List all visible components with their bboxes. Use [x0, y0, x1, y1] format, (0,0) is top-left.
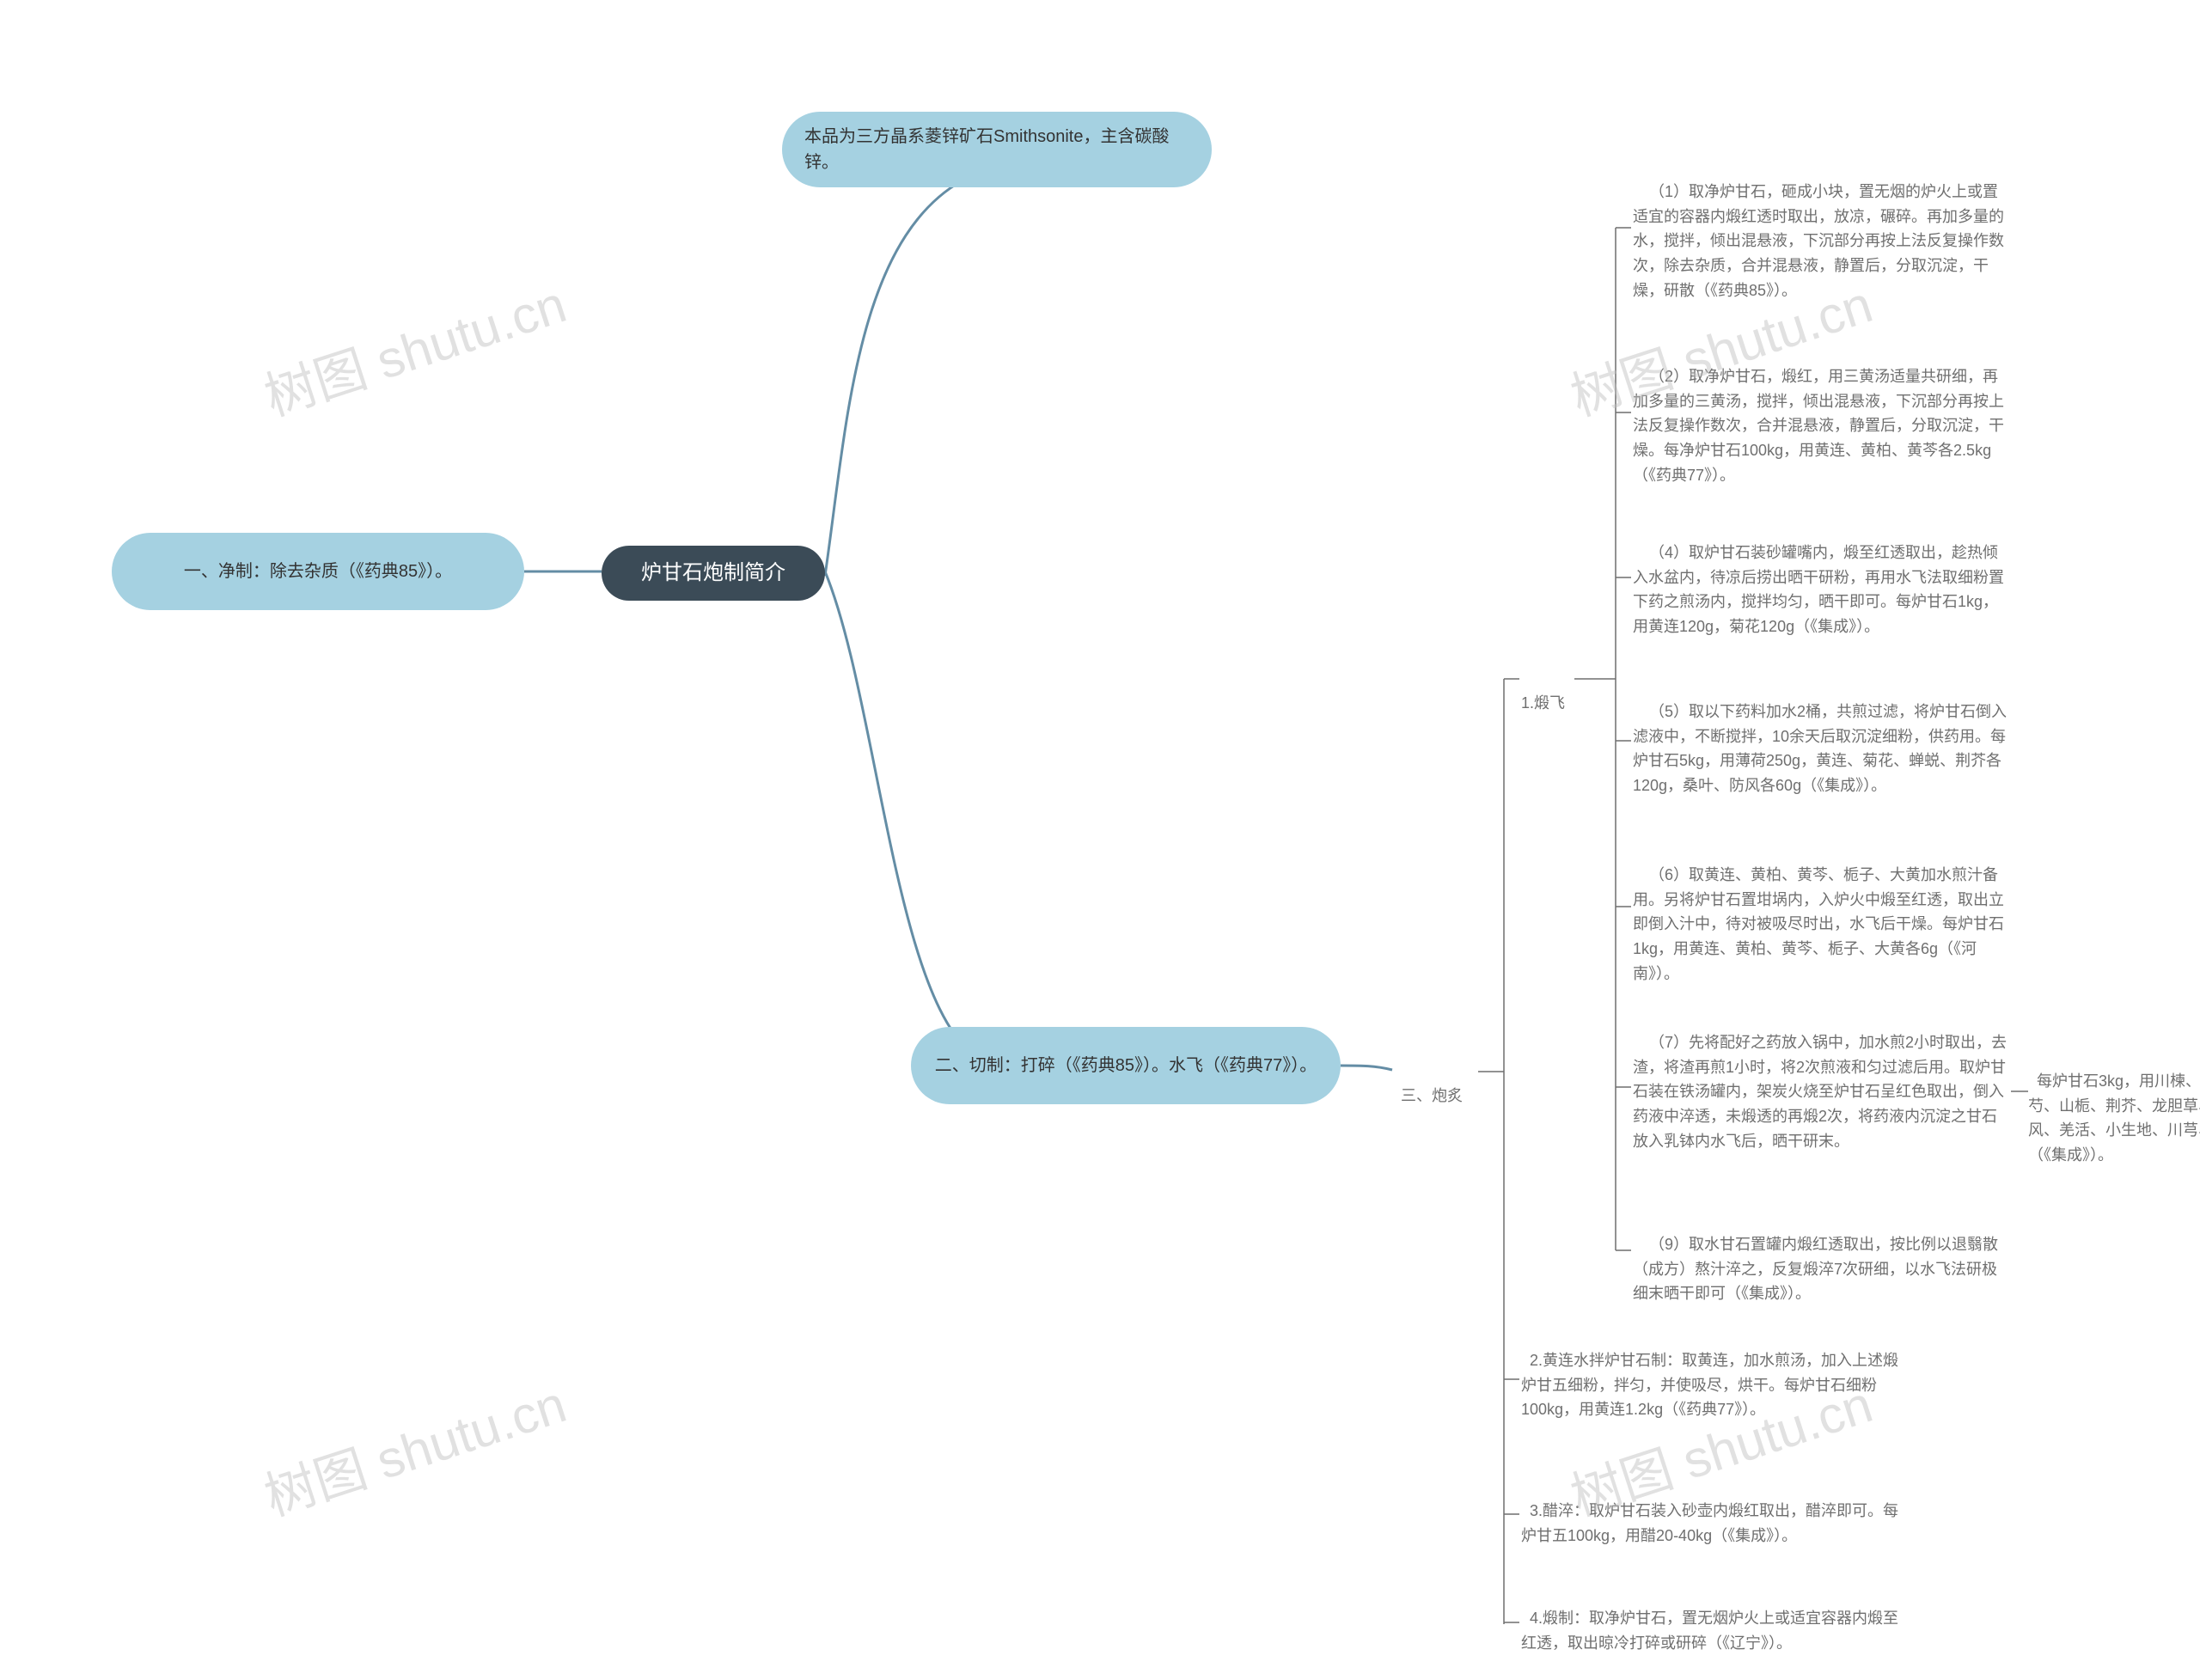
- method-2-text: 2.黄连水拌炉甘石制：取黄连，加水煎汤，加入上述煅炉甘五细粉，拌匀，并使吸尽，烘…: [1521, 1352, 1898, 1419]
- root-label: 炉甘石炮制简介: [641, 558, 785, 589]
- purify-label: 一、净制：除去杂质（《药典85》）。: [184, 559, 452, 584]
- watermark: 树图 shutu.cn: [254, 263, 574, 431]
- duanfei-item-7: （7）先将配好之药放入锅中，加水煎2小时取出，去渣，将渣再煎1小时，将2次煎液和…: [1633, 1005, 2011, 1177]
- intro-node: 本品为三方晶系菱锌矿石Smithsonite，主含碳酸锌。: [782, 112, 1212, 187]
- duanfei-item-1: （1）取净炉甘石，砸成小块，置无烟的炉火上或置适宜的容器内煅红透时取出，放凉，碾…: [1633, 155, 2011, 309]
- process-label: 三、炮炙: [1401, 1087, 1463, 1104]
- duanfei-item-5-text: （5）取以下药料加水2桶，共煎过滤，将炉甘石倒入滤液中，不断搅拌，10余天后取沉…: [1633, 703, 2007, 794]
- purify-node: 一、净制：除去杂质（《药典85》）。: [112, 533, 524, 610]
- method-4: 4.煅制：取净炉甘石，置无烟炉火上或适宜容器内煅至红透，取出晾冷打碎或研碎（《辽…: [1521, 1581, 1899, 1663]
- duanfei-item-2: （2）取净炉甘石，煅红，用三黄汤适量共研细，再加多量的三黄汤，搅拌，倾出混悬液，…: [1633, 339, 2011, 490]
- duanfei-item-5: （5）取以下药料加水2桶，共煎过滤，将炉甘石倒入滤液中，不断搅拌，10余天后取沉…: [1633, 675, 2011, 812]
- cut-node: 二、切制：打碎（《药典85》）。水飞（《药典77》）。: [911, 1027, 1341, 1104]
- duanfei-label: 1.煅飞: [1521, 694, 1565, 712]
- duanfei-item-2-text: （2）取净炉甘石，煅红，用三黄汤适量共研细，再加多量的三黄汤，搅拌，倾出混悬液，…: [1633, 368, 2004, 484]
- duanfei-item-7-text: （7）先将配好之药放入锅中，加水煎2小时取出，去渣，将渣再煎1小时，将2次煎液和…: [1633, 1034, 2007, 1150]
- root-node: 炉甘石炮制简介: [602, 546, 825, 601]
- duanfei-item-4-text: （4）取炉甘石装砂罐嘴内，煅至红透取出，趁热倾入水盆内，待凉后捞出晒干研粉，再用…: [1633, 544, 2004, 635]
- method-4-text: 4.煅制：取净炉甘石，置无烟炉火上或适宜容器内煅至红透，取出晾冷打碎或研碎（《辽…: [1521, 1610, 1898, 1652]
- method-2: 2.黄连水拌炉甘石制：取黄连，加水煎汤，加入上述煅炉甘五细粉，拌匀，并使吸尽，烘…: [1521, 1323, 1899, 1444]
- watermark: 树图 shutu.cn: [254, 1363, 574, 1530]
- process-label-node: 三、炮炙: [1392, 1059, 1495, 1109]
- intro-label: 本品为三方晶系菱锌矿石Smithsonite，主含碳酸锌。: [804, 124, 1189, 175]
- duanfei-item-6: （6）取黄连、黄柏、黄芩、栀子、大黄加水煎汁备用。另将炉甘石置坩埚内，入炉火中煅…: [1633, 838, 2011, 987]
- duanfei-item-9: （9）取水甘石置罐内煅红透取出，按比例以退翳散（成方）熬汁淬之，反复煅淬7次研细…: [1633, 1207, 2011, 1306]
- duanfei-item-7-extra: 每炉甘石3kg，用川楝、黄柏、大黄、黄芩、归尾、赤芍、山栀、荆芥、龙胆草、木贼草…: [2028, 1044, 2200, 1168]
- duanfei-item-1-text: （1）取净炉甘石，砸成小块，置无烟的炉火上或置适宜的容器内煅红透时取出，放凉，碾…: [1633, 183, 2004, 299]
- duanfei-item-6-text: （6）取黄连、黄柏、黄芩、栀子、大黄加水煎汁备用。另将炉甘石置坩埚内，入炉火中煅…: [1633, 866, 2004, 982]
- duanfei-item-9-text: （9）取水甘石置罐内煅红透取出，按比例以退翳散（成方）熬汁淬之，反复煅淬7次研细…: [1633, 1236, 1998, 1303]
- method-3: 3.醋淬：取炉甘石装入砂壶内煅红取出，醋淬即可。每炉甘五100kg，用醋20-4…: [1521, 1474, 1899, 1555]
- duanfei-item-4: （4）取炉甘石装砂罐嘴内，煅至红透取出，趁热倾入水盆内，待凉后捞出晒干研粉，再用…: [1633, 516, 2011, 645]
- cut-label: 二、切制：打碎（《药典85》）。水飞（《药典77》）。: [935, 1053, 1317, 1078]
- method-3-text: 3.醋淬：取炉甘石装入砂壶内煅红取出，醋淬即可。每炉甘五100kg，用醋20-4…: [1521, 1502, 1898, 1544]
- duanfei-label-node: 1.煅飞: [1512, 666, 1598, 716]
- duanfei-item-7-extra-text: 每炉甘石3kg，用川楝、黄柏、大黄、黄芩、归尾、赤芍、山栀、荆芥、龙胆草、木贼草…: [2028, 1072, 2200, 1164]
